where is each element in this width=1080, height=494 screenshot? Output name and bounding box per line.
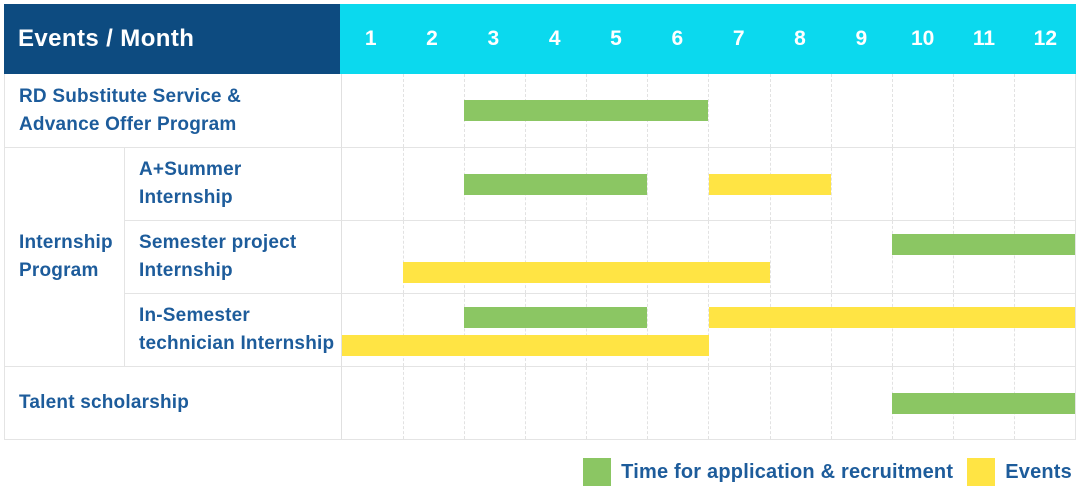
gridline-cell (464, 294, 525, 366)
row-chart (341, 74, 1075, 147)
gridline-cell (647, 294, 708, 366)
month-label: 1 (364, 27, 377, 50)
gridline-cell (403, 148, 464, 220)
gridline-cell (769, 294, 831, 366)
row-chart (341, 366, 1075, 439)
gantt-bar-events (403, 262, 770, 283)
row-chart (341, 293, 1075, 366)
legend-label: Time for application & recruitment (621, 460, 954, 483)
gridline-cell (830, 221, 892, 293)
row-chart (341, 220, 1075, 293)
month-label: 6 (671, 27, 684, 50)
gridline-cell (891, 221, 953, 293)
gridline-cell (708, 367, 769, 439)
gridline-cell (647, 148, 708, 220)
legend-item: Events (967, 458, 1072, 486)
gantt-bar-events (342, 335, 709, 356)
row-label: A+Summer Internship (125, 147, 341, 220)
gridline-cell (769, 221, 831, 293)
month-label: 9 (855, 27, 868, 50)
gridline-cell (1013, 148, 1075, 220)
gantt-bar-application (464, 307, 648, 328)
gridline-cell (952, 74, 1014, 147)
gridline-cell (1013, 221, 1075, 293)
month-label: 5 (610, 27, 622, 50)
gantt-bar-application (464, 174, 648, 195)
row-chart (341, 147, 1075, 220)
gantt-bar-application (464, 100, 709, 121)
gridline-cell (403, 74, 464, 147)
gridline-cell (769, 74, 831, 147)
legend-item: Time for application & recruitment (583, 458, 953, 486)
gridline-cell (342, 74, 403, 147)
header-row: Events / Month 1 2 3 4 5 6 7 8 9 10 11 12 (4, 4, 1076, 74)
gridline-cell (891, 294, 953, 366)
gridline-cell (586, 221, 647, 293)
month-gridlines (342, 294, 1075, 366)
gridline-cell (342, 221, 403, 293)
gridline-cell (830, 294, 892, 366)
gantt-bar-events (708, 307, 1075, 328)
row-label: Semester project Internship (125, 220, 341, 293)
month-gridlines (342, 221, 1075, 293)
gridline-cell (464, 367, 525, 439)
month-header: 1 2 3 4 5 6 7 8 9 10 11 12 (340, 4, 1076, 74)
header-events-month: Events / Month (4, 4, 340, 74)
month-label: 11 (972, 27, 996, 50)
gridline-cell (403, 221, 464, 293)
month-label: 4 (548, 27, 561, 50)
legend-swatch-application (583, 458, 612, 486)
gridline-cell (525, 294, 586, 366)
row-label: RD Substitute Service & Advance Offer Pro… (19, 85, 242, 135)
gridline-cell (708, 294, 769, 366)
legend: Time for application & recruitment Events (583, 458, 1072, 486)
gridline-cell (952, 148, 1014, 220)
month-label: 12 (1033, 27, 1057, 50)
gridline-cell (403, 367, 464, 439)
gridline-cell (830, 367, 892, 439)
gridline-cell (769, 367, 831, 439)
row-label: In-Semester technician Internship (125, 293, 341, 366)
gantt-bar-application (891, 393, 1075, 414)
gridline-cell (586, 367, 647, 439)
gridline-cell (464, 221, 525, 293)
gridline-cell (891, 74, 953, 147)
gridline-cell (708, 74, 769, 147)
gridline-cell (647, 367, 708, 439)
gridline-cell (525, 367, 586, 439)
gantt-table: Events / Month 1 2 3 4 5 6 7 8 9 10 11 12 RD Substi… (4, 4, 1076, 440)
gridline-cell (1013, 74, 1075, 147)
gridline-cell (952, 221, 1014, 293)
month-label: 3 (487, 27, 500, 50)
group-label: Internship Program (5, 147, 125, 366)
month-label: 8 (794, 27, 806, 50)
gridline-cell (525, 221, 586, 293)
gridline-cell (403, 294, 464, 366)
gridline-cell (830, 74, 892, 147)
table-body: RD Substitute Service & Advance Offer Pro… (4, 74, 1076, 440)
gridline-cell (1013, 294, 1075, 366)
month-label: 2 (426, 27, 438, 50)
gridline-cell (952, 294, 1014, 366)
legend-swatch-events (967, 458, 996, 486)
row-label: Talent scholarship (5, 366, 341, 439)
gridline-cell (342, 367, 403, 439)
gridline-cell (586, 294, 647, 366)
gridline-cell (708, 221, 769, 293)
gantt-bar-events (708, 174, 831, 195)
month-label: 10 (910, 27, 935, 50)
gridline-cell (647, 221, 708, 293)
gridline-cell (891, 148, 953, 220)
gridline-cell (830, 148, 892, 220)
gridline-cell (342, 148, 403, 220)
legend-label: Events (1005, 460, 1072, 483)
month-label: 7 (732, 27, 745, 50)
month-gridlines (342, 74, 1075, 147)
gantt-bar-application (891, 234, 1075, 255)
